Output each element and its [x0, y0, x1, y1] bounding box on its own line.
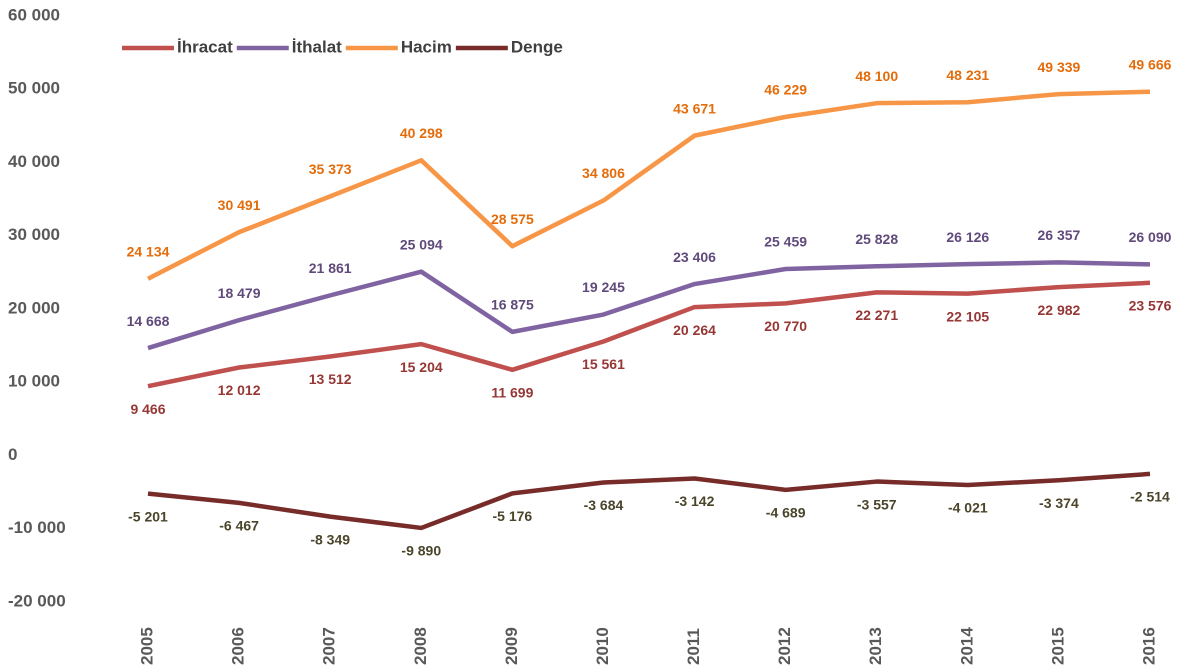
y-tick-label: -20 000 — [8, 591, 66, 610]
x-tick-label: 2016 — [1139, 627, 1158, 665]
y-tick-label: 60 000 — [8, 5, 60, 24]
data-label: 35 373 — [309, 161, 352, 177]
legend-item: İthalat — [236, 37, 342, 56]
data-label: -2 514 — [1130, 489, 1170, 505]
data-label: 9 466 — [130, 401, 165, 417]
series-line — [146, 89, 1151, 281]
data-label: 15 204 — [400, 359, 443, 375]
data-label: 34 806 — [582, 165, 625, 181]
data-label: 43 671 — [673, 100, 716, 116]
x-tick-label: 2008 — [411, 627, 430, 665]
data-label: 22 105 — [946, 308, 989, 324]
data-label: 48 100 — [855, 68, 898, 84]
data-label: 25 459 — [764, 234, 807, 250]
x-tick-label: 2005 — [137, 627, 156, 665]
series-line — [147, 471, 1151, 531]
x-tick-label: 2014 — [957, 627, 976, 665]
data-label: 14 668 — [127, 313, 170, 329]
data-label: 25 828 — [855, 231, 898, 247]
x-tick-label: 2006 — [229, 627, 248, 665]
legend-item: İhracat — [122, 37, 233, 56]
legend-label: İthalat — [292, 37, 342, 56]
x-tick-label: 2011 — [684, 628, 703, 665]
data-label: -3 374 — [1039, 495, 1079, 511]
x-tick-label: 2009 — [502, 627, 521, 665]
data-label: 16 875 — [491, 297, 534, 313]
data-label: 46 229 — [764, 82, 807, 98]
data-label: -5 201 — [128, 508, 168, 524]
data-label: 25 094 — [400, 236, 443, 252]
y-tick-label: 10 000 — [8, 372, 60, 391]
data-label: 19 245 — [582, 279, 625, 295]
data-label: 20 770 — [764, 318, 807, 334]
x-tick-label: 2010 — [593, 627, 612, 665]
y-tick-label: 40 000 — [8, 152, 60, 171]
legend-label: İhracat — [177, 37, 233, 56]
data-label: -5 176 — [493, 508, 533, 524]
data-label: 26 090 — [1129, 229, 1172, 245]
data-label: 21 861 — [309, 260, 352, 276]
y-tick-label: 30 000 — [8, 225, 60, 244]
data-label: -6 467 — [219, 518, 259, 534]
data-label: 30 491 — [218, 197, 261, 213]
data-label: 13 512 — [309, 371, 352, 387]
data-label: -3 684 — [584, 497, 624, 513]
data-label: 22 271 — [855, 307, 898, 323]
y-tick-label: 0 — [8, 445, 17, 464]
x-tick-label: 2007 — [320, 627, 339, 665]
legend-label: Denge — [511, 37, 563, 56]
data-label: -9 890 — [401, 543, 441, 559]
data-label: -3 557 — [857, 496, 897, 512]
y-tick-label: 50 000 — [8, 79, 60, 98]
data-label: 23 406 — [673, 249, 716, 265]
data-label: -3 142 — [675, 493, 715, 509]
data-label: -8 349 — [310, 531, 350, 547]
x-tick-label: 2012 — [775, 627, 794, 665]
legend-item: Hacim — [345, 37, 452, 56]
data-label: 20 264 — [673, 322, 716, 338]
data-label: 48 231 — [946, 67, 989, 83]
x-tick-label: 2013 — [866, 627, 885, 665]
data-label: 22 982 — [1037, 302, 1080, 318]
data-label: -4 689 — [766, 505, 806, 521]
data-label: 11 699 — [491, 385, 533, 401]
y-tick-label: 20 000 — [8, 298, 60, 317]
series-line — [147, 280, 1151, 389]
data-label: 18 479 — [218, 285, 261, 301]
data-label: 12 012 — [218, 382, 261, 398]
data-label: 15 561 — [582, 356, 625, 372]
y-tick-label: -10 000 — [8, 518, 66, 537]
series-line — [147, 260, 1151, 351]
legend-item: Denge — [455, 37, 563, 56]
data-label: 49 339 — [1037, 59, 1080, 75]
data-label: 40 298 — [400, 125, 443, 141]
data-label: 23 576 — [1129, 298, 1172, 314]
data-label: 24 134 — [127, 243, 170, 259]
data-label: -4 021 — [948, 500, 988, 516]
data-label: 28 575 — [491, 211, 534, 227]
legend-label: Hacim — [401, 37, 452, 56]
x-tick-label: 2015 — [1048, 627, 1067, 665]
data-label: 26 126 — [946, 229, 989, 245]
data-label: 26 357 — [1037, 227, 1080, 243]
data-label: 49 666 — [1129, 56, 1172, 72]
